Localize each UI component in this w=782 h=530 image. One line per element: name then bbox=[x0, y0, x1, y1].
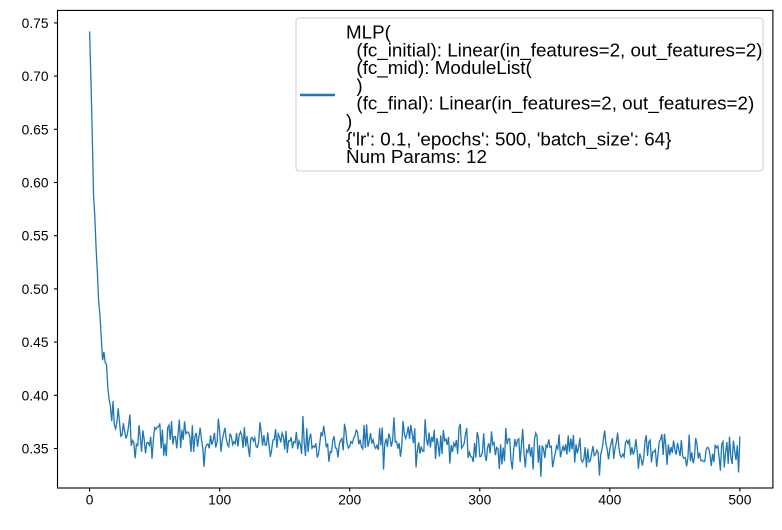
svg-text:0.35: 0.35 bbox=[22, 442, 49, 457]
svg-text:100: 100 bbox=[208, 493, 231, 508]
svg-text:200: 200 bbox=[338, 493, 361, 508]
svg-text:Num Params: 12: Num Params: 12 bbox=[346, 146, 487, 167]
svg-text:0.75: 0.75 bbox=[22, 16, 49, 31]
svg-text:0.45: 0.45 bbox=[22, 335, 49, 350]
svg-text:500: 500 bbox=[728, 493, 751, 508]
svg-text:400: 400 bbox=[598, 493, 621, 508]
svg-text:0.50: 0.50 bbox=[22, 282, 49, 297]
svg-text:0.70: 0.70 bbox=[22, 69, 49, 84]
svg-text:0: 0 bbox=[86, 493, 94, 508]
svg-text:0.55: 0.55 bbox=[22, 229, 49, 244]
svg-text:(fc_final): Linear(in_features: (fc_final): Linear(in_features=2, out_fe… bbox=[346, 93, 754, 115]
svg-text:0.65: 0.65 bbox=[22, 122, 49, 137]
svg-text:(fc_mid): ModuleList(: (fc_mid): ModuleList( bbox=[346, 57, 533, 79]
svg-text:0.60: 0.60 bbox=[22, 176, 49, 191]
svg-text:0.40: 0.40 bbox=[22, 388, 49, 403]
svg-text:300: 300 bbox=[468, 493, 491, 508]
